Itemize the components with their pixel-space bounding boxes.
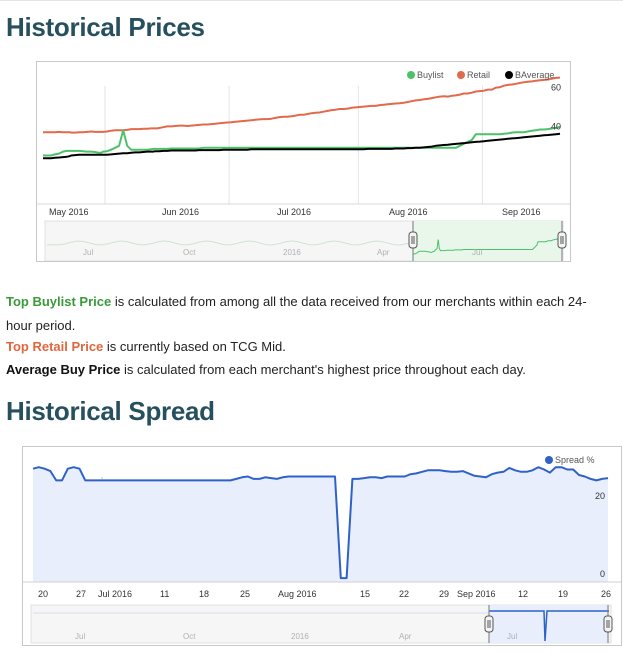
x-tick-label: Jul 2016 — [98, 589, 132, 599]
legend-label: Retail — [467, 70, 490, 80]
spread-area — [33, 467, 608, 582]
navigator-handle-left[interactable] — [408, 231, 418, 249]
average-description: Average Buy Price is calculated from eac… — [6, 358, 526, 382]
navigator-tick-label: Oct — [183, 248, 196, 257]
legend-marker — [457, 71, 465, 79]
x-tick-label: Jun 2016 — [162, 207, 199, 217]
legend-item-spread[interactable]: Spread % — [545, 455, 595, 465]
navigator-tick-label: Jul — [83, 248, 93, 257]
navigator-selected-range — [413, 221, 563, 261]
navigator-handle-left[interactable] — [484, 615, 494, 633]
navigator-tick-label: Apr — [377, 248, 390, 257]
average-label: Average Buy Price — [6, 362, 121, 377]
navigator-handle-right[interactable] — [557, 231, 567, 249]
historical-prices-chart[interactable]: 40 60 May 2016 Jun 2016 Jul 2016 Aug 2016 Sep … — [36, 61, 571, 262]
x-tick-label: 22 — [399, 589, 409, 599]
y-tick-label: 40 — [551, 121, 561, 131]
top-divider — [0, 0, 623, 1]
navigator-selected-line — [489, 610, 609, 642]
navigator-tick-label: Oct — [183, 632, 196, 641]
buylist-label: Top Buylist Price — [6, 294, 112, 309]
x-tick-label: Jul 2016 — [277, 207, 311, 217]
buylist-text: is calculated from among all the data re… — [6, 294, 587, 333]
navigator-tick-label: Jul — [472, 248, 482, 257]
legend: Buylist Retail BAverage — [407, 70, 554, 80]
navigator-handle-right-grip — [603, 615, 613, 633]
series-line-retail — [43, 76, 561, 134]
navigator-tick-label: Apr — [399, 632, 412, 641]
section-title-historical-prices: Historical Prices — [6, 12, 205, 42]
retail-text: is currently based on TCG Mid. — [103, 339, 286, 354]
series-line-buylist — [43, 125, 561, 157]
y-tick-label: 0 — [600, 569, 605, 579]
x-tick-label: 26 — [601, 589, 611, 599]
x-tick-label: Sep 2016 — [457, 589, 496, 599]
navigator-tick-label: Jul — [507, 632, 517, 641]
x-tick-label: 11 — [160, 589, 169, 599]
navigator-tick-label: 2016 — [283, 248, 301, 257]
navigator-tick-label: 2016 — [291, 632, 309, 641]
x-tick-label: 25 — [240, 589, 250, 599]
legend-label: Buylist — [417, 70, 444, 80]
legend-label: Spread % — [555, 455, 595, 465]
navigator-handle-right-grip — [557, 231, 567, 249]
prices-chart-svg: 40 60 May 2016 Jun 2016 Jul 2016 Aug 2016 Sep … — [37, 70, 570, 261]
x-tick-label: 29 — [439, 589, 449, 599]
legend-item-buylist[interactable]: Buylist — [407, 70, 444, 80]
legend-label: BAverage — [515, 70, 554, 80]
x-tick-label: May 2016 — [49, 207, 89, 217]
x-tick-label: Aug 2016 — [278, 589, 317, 599]
retail-description: Top Retail Price is currently based on T… — [6, 335, 286, 359]
section-title-historical-spread: Historical Spread — [6, 396, 215, 426]
x-tick-label: 18 — [199, 589, 209, 599]
x-tick-label: 27 — [76, 589, 86, 599]
x-tick-label: 19 — [558, 589, 568, 599]
spread-chart-svg: 20 0 20 27 Jul 2016 11 18 25 Aug 2016 15 22 29 Sep 2… — [23, 455, 621, 644]
navigator-handle-left-grip — [484, 615, 494, 633]
buylist-description: Top Buylist Price is calculated from amo… — [6, 290, 611, 338]
y-tick-label: 60 — [551, 83, 561, 93]
x-tick-label: 12 — [518, 589, 528, 599]
navigator-history-line — [46, 240, 414, 246]
average-text: is calculated from each merchant's highe… — [120, 362, 526, 377]
legend-marker — [545, 456, 553, 464]
navigator-handle-right[interactable] — [603, 615, 613, 633]
x-tick-label: Sep 2016 — [502, 207, 541, 217]
navigator-tick-label: Jul — [75, 632, 85, 641]
legend-item-retail[interactable]: Retail — [457, 70, 490, 80]
retail-label: Top Retail Price — [6, 339, 104, 354]
historical-spread-chart[interactable]: 20 0 20 27 Jul 2016 11 18 25 Aug 2016 15 22 29 Sep 2… — [22, 446, 622, 646]
x-tick-label: 15 — [360, 589, 370, 599]
x-tick-label: 20 — [38, 589, 48, 599]
legend-item-baverage[interactable]: BAverage — [505, 70, 554, 80]
navigator-selected-line — [413, 237, 562, 255]
legend-marker — [407, 71, 415, 79]
navigator-handle-left-grip — [408, 231, 418, 249]
spread-line — [32, 466, 609, 580]
y-tick-label: 20 — [595, 491, 605, 501]
series-line-baverage — [43, 132, 561, 160]
x-tick-label: Aug 2016 — [389, 207, 428, 217]
legend-marker — [505, 71, 513, 79]
